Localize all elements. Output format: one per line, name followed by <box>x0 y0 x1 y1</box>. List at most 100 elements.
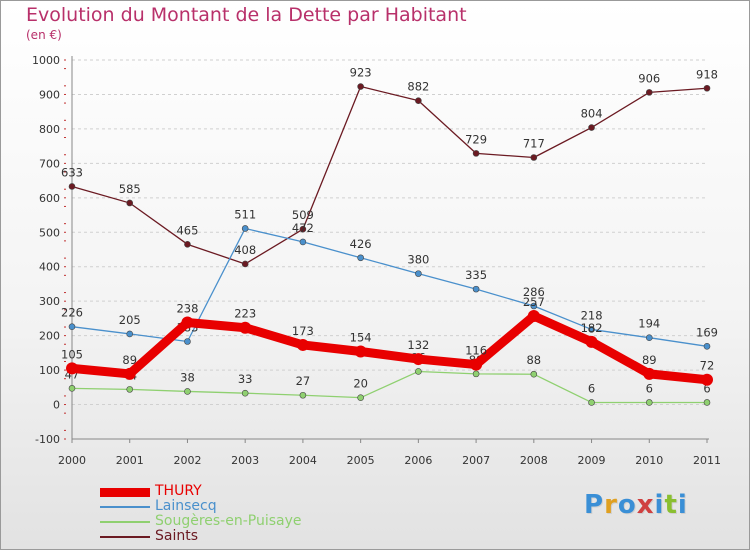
data-point <box>184 338 191 345</box>
data-label: 238 <box>176 302 198 316</box>
data-label: 169 <box>696 325 718 339</box>
legend-label: Sougères-en-Puisaye <box>155 513 302 529</box>
data-label: 717 <box>523 137 545 151</box>
x-tick-label: 2002 <box>173 454 201 467</box>
data-point <box>703 343 711 350</box>
data-label: 335 <box>465 268 487 282</box>
legend-swatch <box>100 506 150 508</box>
series-line <box>71 370 708 404</box>
series-line <box>71 227 708 347</box>
series-saints: 633 585 465 408 509 923 882 729 717 804 906 918 <box>61 66 718 268</box>
data-label: 89 <box>642 353 657 367</box>
y-tick-label: 200 <box>39 330 60 343</box>
data-label: 509 <box>292 208 314 222</box>
x-tick-label: 2007 <box>462 454 490 467</box>
series-thury: 105 89 238 223 173 154 132 116 257 182 89 72 <box>61 295 714 386</box>
data-point <box>470 358 483 371</box>
data-point <box>68 183 76 190</box>
logo-letter: t <box>664 490 678 520</box>
proxiti-logo: Proxiti <box>584 490 688 520</box>
data-label: 72 <box>700 359 715 373</box>
data-point <box>241 389 249 397</box>
chart-title: Evolution du Montant de la Dette par Hab… <box>26 4 467 26</box>
y-tick-label: 800 <box>39 123 60 136</box>
data-label: 182 <box>581 321 603 335</box>
y-tick-label: 0 <box>53 399 60 412</box>
data-point <box>588 124 595 131</box>
logo-letter: P <box>584 490 605 520</box>
data-point <box>241 260 249 268</box>
data-point <box>530 302 538 310</box>
x-tick-label: 2010 <box>635 454 663 467</box>
data-label: 804 <box>581 107 603 121</box>
data-label: 223 <box>234 307 256 321</box>
data-point <box>530 154 538 161</box>
data-label: 426 <box>350 237 372 251</box>
data-point <box>299 238 307 246</box>
data-label: 472 <box>292 221 314 235</box>
data-point <box>357 394 364 401</box>
data-label: 918 <box>696 67 718 81</box>
data-label: 105 <box>61 347 83 361</box>
data-label: 923 <box>350 66 372 80</box>
data-point <box>703 399 711 406</box>
data-label: 154 <box>350 330 372 344</box>
data-label: 173 <box>292 324 314 338</box>
data-point <box>184 241 191 248</box>
x-tick-label: 2001 <box>116 454 144 467</box>
data-point <box>126 330 134 338</box>
data-label: 226 <box>61 306 83 320</box>
data-label: 511 <box>234 207 256 221</box>
data-label: 132 <box>407 338 429 352</box>
data-point <box>530 370 538 378</box>
data-label: 116 <box>465 344 487 358</box>
data-label: 38 <box>180 370 195 384</box>
x-tick-label: 2008 <box>520 454 548 467</box>
series-line <box>67 311 712 385</box>
data-label: 20 <box>353 377 368 391</box>
logo-letter: r <box>604 490 618 520</box>
x-tick-label: 2005 <box>347 454 375 467</box>
data-point <box>66 362 78 375</box>
series-lainsecq: 226205183511472426380335286218194169 <box>61 207 718 350</box>
data-point <box>645 399 653 406</box>
y-tick-label: 600 <box>39 192 60 205</box>
data-point <box>527 309 540 322</box>
legend-swatch <box>100 487 150 497</box>
data-label: 6 <box>646 381 653 395</box>
data-point <box>299 391 307 399</box>
data-point <box>415 270 422 277</box>
data-point <box>412 353 425 366</box>
data-label: 380 <box>407 253 429 267</box>
data-point <box>68 323 76 330</box>
data-label: 882 <box>407 80 429 94</box>
data-label: 194 <box>638 317 660 331</box>
data-point <box>643 367 656 380</box>
y-tick-label: -100 <box>35 433 60 446</box>
data-point <box>645 334 653 342</box>
data-point <box>472 370 480 378</box>
data-label: 408 <box>234 243 256 257</box>
data-point <box>126 199 134 207</box>
data-point <box>241 225 249 232</box>
data-point <box>354 345 367 358</box>
data-point <box>126 386 134 393</box>
y-tick-label: 900 <box>39 88 60 101</box>
x-tick-label: 2003 <box>231 454 259 467</box>
data-point <box>588 326 595 333</box>
data-label: 6 <box>588 381 595 395</box>
data-point <box>123 367 136 380</box>
y-tick-label: 300 <box>39 295 60 308</box>
x-tick-label: 2009 <box>578 454 606 467</box>
data-point <box>184 388 191 395</box>
x-tick-label: 2011 <box>693 454 721 467</box>
data-point <box>415 97 422 104</box>
data-point <box>701 373 713 386</box>
legend-label: Saints <box>155 528 199 544</box>
data-label: 729 <box>465 132 487 146</box>
logo-letter: i <box>677 490 688 520</box>
legend-label: THURY <box>155 483 202 499</box>
logo-letter: x <box>636 490 655 520</box>
data-label: 88 <box>526 353 541 367</box>
